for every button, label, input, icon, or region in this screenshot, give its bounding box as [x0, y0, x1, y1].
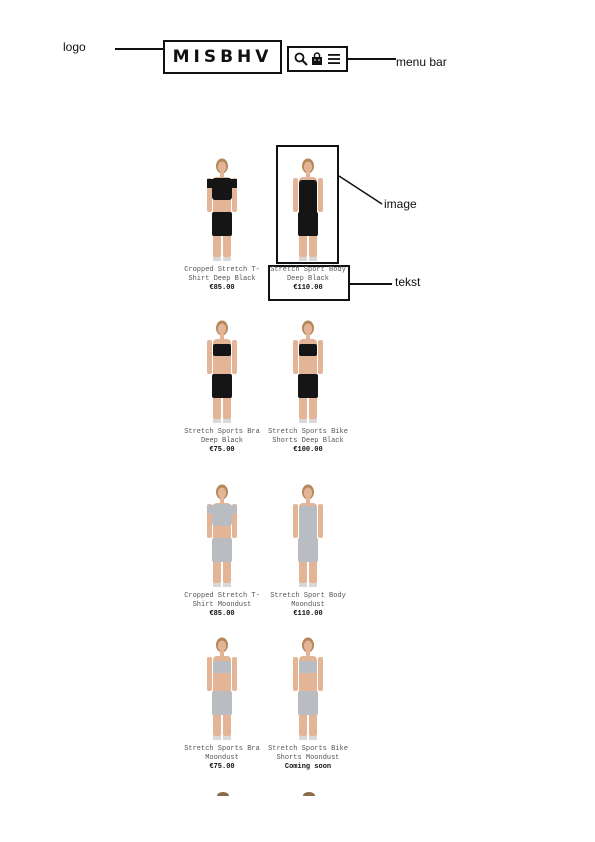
product-name[interactable]: Stretch Sports Bra Deep Black: [184, 428, 260, 445]
logo[interactable]: MISBHV: [163, 40, 282, 74]
partial-product-image: [217, 792, 229, 796]
image-highlight-box: [276, 145, 339, 264]
product-image[interactable]: [280, 318, 336, 424]
product-image[interactable]: [194, 318, 250, 424]
annotation-image-label: image: [384, 197, 417, 211]
text-highlight-box: [268, 265, 350, 301]
product-name[interactable]: Stretch Sport Body Deep Black: [270, 266, 346, 283]
menu-bar: [287, 46, 348, 72]
search-icon[interactable]: [294, 52, 308, 66]
product-name[interactable]: Cropped Stretch T-Shirt Moondust: [184, 592, 260, 609]
product-name[interactable]: Stretch Sport Body Moondust: [270, 592, 346, 609]
product-name[interactable]: Stretch Sports Bra Moondust: [184, 745, 260, 762]
product-price: €85.00: [209, 610, 235, 618]
annotation-menu-bar-line: [348, 58, 396, 60]
product-price: €100.00: [293, 446, 323, 454]
annotation-text-line: [350, 283, 392, 285]
product-image[interactable]: [280, 482, 336, 588]
product-image[interactable]: [280, 156, 336, 262]
product-card[interactable]: Stretch Sport Body Moondust €110.00: [268, 482, 348, 619]
annotation-text-label: tekst: [395, 275, 421, 289]
product-image[interactable]: [280, 635, 336, 741]
product-name[interactable]: Stretch Sports Bike Shorts Moondust: [268, 745, 348, 762]
product-card[interactable]: Stretch Sports Bike Shorts Deep Black €1…: [268, 318, 348, 455]
product-price: €75.00: [209, 446, 235, 454]
product-card[interactable]: Stretch Sports Bike Shorts Moondust Comi…: [268, 635, 348, 772]
product-price: €75.00: [209, 763, 235, 771]
annotation-logo-label: logo: [63, 40, 86, 54]
product-image[interactable]: [194, 156, 250, 262]
product-name[interactable]: Cropped Stretch T-Shirt Deep Black: [184, 266, 260, 283]
product-price: €110.00: [293, 610, 323, 618]
product-card[interactable]: Cropped Stretch T-Shirt Moondust €85.00: [182, 482, 262, 619]
product-card[interactable]: Stretch Sports Bra Deep Black €75.00: [182, 318, 262, 455]
partial-product-image: [303, 792, 315, 796]
product-image[interactable]: [194, 482, 250, 588]
product-price: €85.00: [209, 284, 235, 292]
product-card[interactable]: Cropped Stretch T-Shirt Deep Black €85.0…: [182, 156, 262, 293]
product-name[interactable]: Stretch Sports Bike Shorts Deep Black: [268, 428, 348, 445]
annotation-menu-bar-label: menu bar: [396, 55, 447, 69]
annotation-logo-line: [115, 48, 163, 50]
product-price: €110.00: [293, 284, 323, 292]
annotation-image-line: [338, 175, 383, 205]
product-card[interactable]: Stretch Sports Bra Moondust €75.00: [182, 635, 262, 772]
product-card[interactable]: Stretch Sport Body Deep Black €110.00: [268, 156, 348, 293]
product-price: Coming soon: [284, 763, 332, 771]
hamburger-menu-icon[interactable]: [327, 52, 341, 66]
bag-icon[interactable]: [310, 52, 324, 66]
product-image[interactable]: [194, 635, 250, 741]
